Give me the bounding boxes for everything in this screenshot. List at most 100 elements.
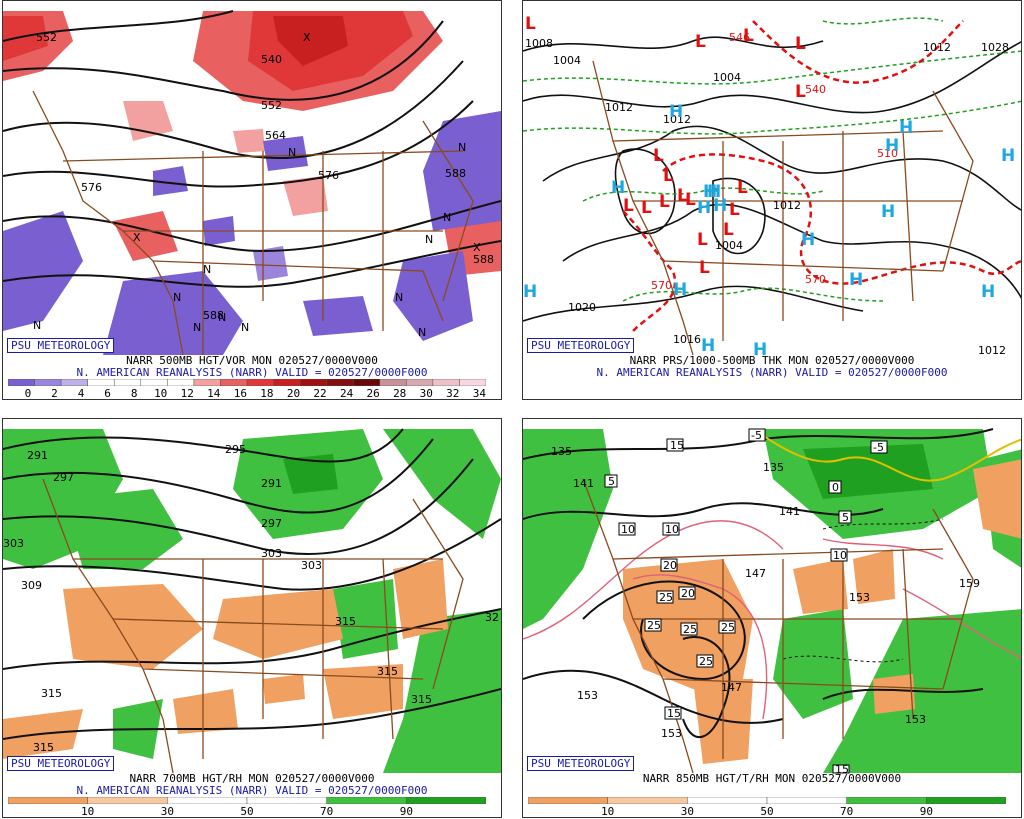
scale-label: 90 <box>399 805 413 818</box>
thickness-label: 546 <box>729 31 750 44</box>
panel-title: NARR 850MB HGT/T/RH MON 020527/0000V000 <box>642 772 902 785</box>
scale-swatch <box>406 379 434 386</box>
temp-label: 15 <box>667 707 681 720</box>
panel-500mb-vorticity: 552 540 552 564 576 576 588 588 588 N N … <box>2 0 502 400</box>
temp-label-box: 0 <box>828 480 842 494</box>
contour-label: 315 <box>377 665 398 678</box>
scale-swatch <box>766 797 847 804</box>
psu-meteorology-badge: PSU METEOROLOGY <box>7 338 115 353</box>
vort-min-mark: N <box>418 326 426 339</box>
scale-label: 30 <box>419 387 433 400</box>
scale-swatch <box>8 797 88 804</box>
scale-label: 24 <box>339 387 354 400</box>
high-pressure-mark: H <box>753 340 767 360</box>
contour-label: 576 <box>81 181 102 194</box>
low-pressure-mark: L <box>729 200 740 220</box>
contour-label: 153 <box>849 591 870 604</box>
temp-label-box: 15 <box>664 706 682 720</box>
vort-max-mark: X <box>133 231 141 244</box>
high-pressure-mark: H <box>669 102 683 122</box>
scale-label: 10 <box>154 387 168 400</box>
temp-label: -5 <box>873 441 884 454</box>
scale-label: 22 <box>313 387 327 400</box>
temp-label: 0 <box>832 481 839 494</box>
isobar-label: 1012 <box>605 101 633 114</box>
temp-label: 25 <box>683 623 697 636</box>
isobar-label: 1028 <box>981 41 1009 54</box>
low-pressure-mark: L <box>699 258 710 278</box>
vort-min-mark: N <box>218 311 226 324</box>
isobar-label: 1016 <box>673 333 701 346</box>
temp-label: 5 <box>842 511 849 524</box>
scale-swatch <box>246 797 327 804</box>
contour-label: 141 <box>573 477 594 490</box>
temp-label: 5 <box>608 475 615 488</box>
scale-swatch <box>326 797 407 804</box>
scale-label: 10 <box>81 805 95 818</box>
contour-label: 153 <box>905 713 926 726</box>
temp-label: 15 <box>835 763 849 776</box>
contour-label: 297 <box>261 517 282 530</box>
scale-label: 28 <box>393 387 407 400</box>
scale-swatch <box>193 379 221 386</box>
isobar-label: 1004 <box>553 54 581 67</box>
high-pressure-mark: H <box>801 230 815 250</box>
scale-label: 14 <box>207 387 221 400</box>
h850-map: 135 141 135 141 147 153 159 153 153 147 … <box>523 419 1021 776</box>
isobar-label: 1008 <box>525 37 553 50</box>
vort-min-mark: N <box>288 146 296 159</box>
high-pressure-mark: H <box>885 136 899 156</box>
panel-subtitle: N. AMERICAN REANALYSIS (NARR) VALID = 02… <box>596 366 948 379</box>
vort-min-mark: N <box>173 291 181 304</box>
temp-label: 25 <box>721 621 735 634</box>
scale-label: 18 <box>260 387 274 400</box>
rh700-scale-labels: 10 30 50 70 90 <box>8 805 486 817</box>
scale-swatch <box>167 379 195 386</box>
scale-swatch <box>352 379 381 386</box>
scale-swatch <box>87 379 115 386</box>
vort-min-mark: N <box>458 141 466 154</box>
isobar-label: 1020 <box>568 301 596 314</box>
low-pressure-mark: L <box>659 192 670 212</box>
contour-label: 588 <box>473 253 494 266</box>
psu-meteorology-badge: PSU METEOROLOGY <box>7 756 115 771</box>
contour-label: 297 <box>53 471 74 484</box>
vort-min-mark: N <box>241 321 249 334</box>
temp-label-box: -5 <box>870 440 888 454</box>
contour-label: 291 <box>27 449 48 462</box>
high-pressure-mark: H <box>697 198 711 218</box>
isobar-label: 1012 <box>663 113 691 126</box>
contour-label: 135 <box>763 461 784 474</box>
scale-swatch <box>167 797 248 804</box>
low-pressure-mark: L <box>795 82 806 102</box>
contour-label: 135 <box>551 445 572 458</box>
isobar-label: 1012 <box>978 344 1006 357</box>
temp-label-box: 10 <box>830 548 848 562</box>
low-pressure-mark: L <box>641 198 652 218</box>
scale-label: 30 <box>680 805 694 818</box>
temp-label: 10 <box>621 523 635 536</box>
high-pressure-mark: H <box>611 178 625 198</box>
vort-min-mark: N <box>33 319 41 332</box>
low-pressure-mark: L <box>695 32 706 52</box>
temp-label-box: 15 <box>832 763 850 776</box>
contour-label: 303 <box>261 547 282 560</box>
rh850-color-scale <box>528 797 1006 804</box>
scale-swatch <box>687 797 768 804</box>
contour-label: 315 <box>41 687 62 700</box>
temp-label: 10 <box>833 549 847 562</box>
vort-min-mark: N <box>395 291 403 304</box>
scale-swatch <box>273 379 301 386</box>
contour-label: 32 <box>485 611 499 624</box>
temp-label-box: 10 <box>618 522 636 536</box>
pressure-map: 1008 1004 1004 1012 1012 1012 1020 1016 … <box>523 14 1021 360</box>
panel-title: NARR 500MB HGT/VOR MON 020527/0000V000 <box>126 354 378 367</box>
temp-label: 25 <box>699 655 713 668</box>
scale-swatch <box>8 379 35 386</box>
isobar-label: 1004 <box>713 71 741 84</box>
scale-swatch <box>459 379 486 386</box>
contour-label: 303 <box>301 559 322 572</box>
scale-label: 16 <box>233 387 247 400</box>
thickness-label: 570 <box>651 279 672 292</box>
high-pressure-mark: H <box>673 280 687 300</box>
